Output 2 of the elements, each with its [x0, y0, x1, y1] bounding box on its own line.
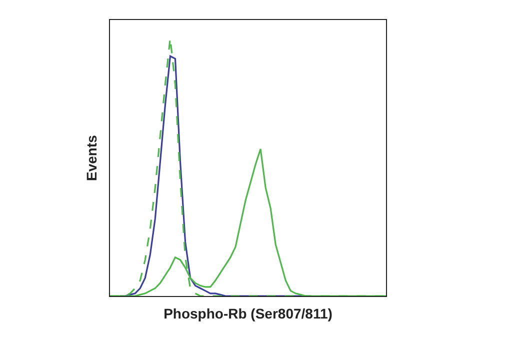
y-axis-title: Events — [84, 134, 100, 181]
x-axis-title: Phospho-Rb (Ser807/811) — [164, 306, 332, 322]
